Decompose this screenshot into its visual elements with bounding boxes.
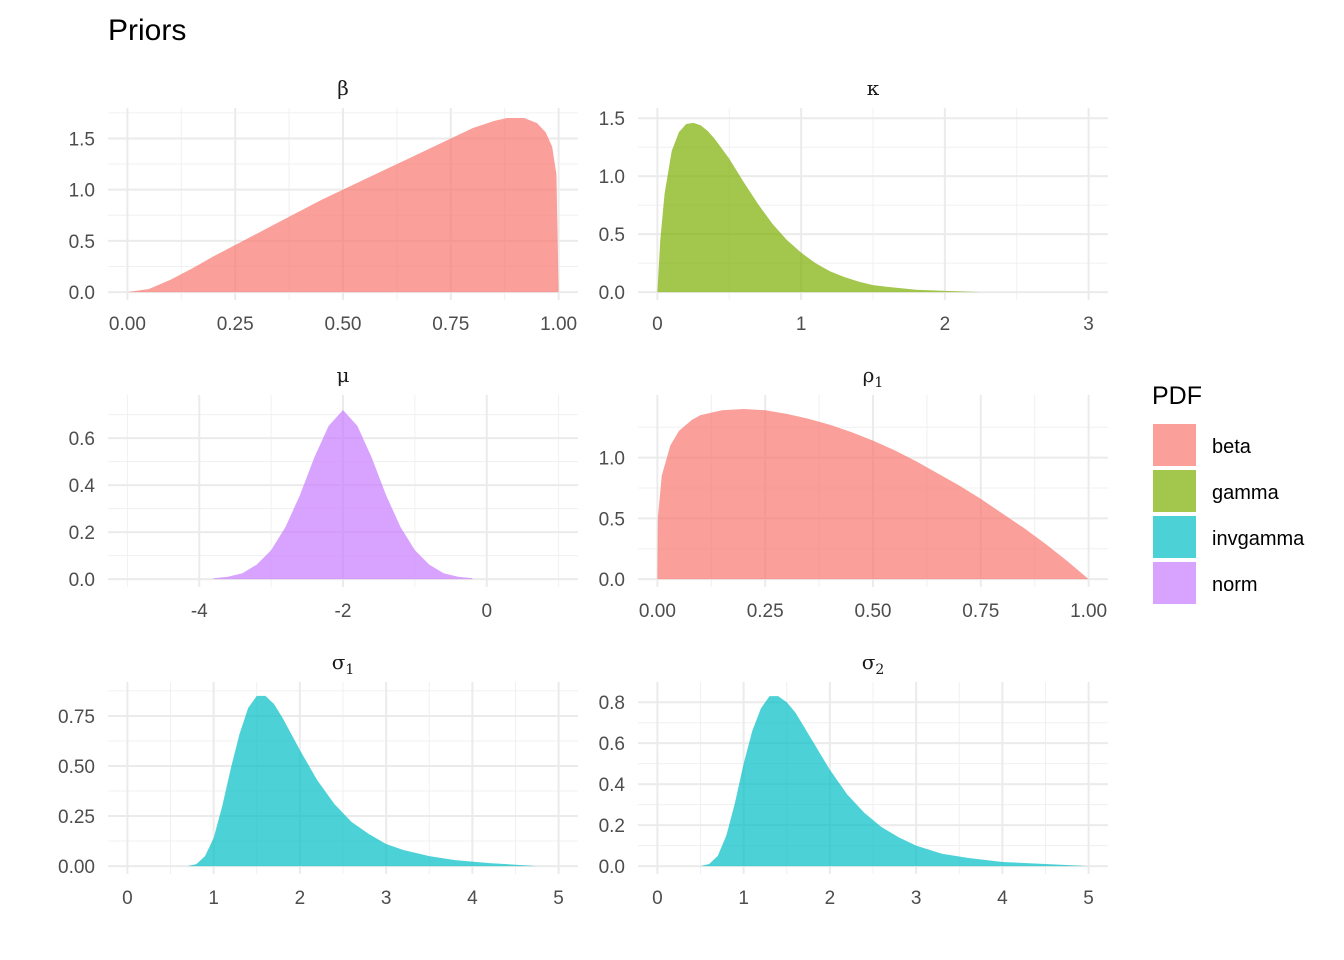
y-tick-label: 1.5 [599,109,625,130]
x-tick-label: 2 [825,888,836,909]
x-tick-label: 0.25 [217,314,254,335]
density-area-gamma [657,122,981,293]
x-tick-label: 4 [467,888,478,909]
panel-title: ρ1 [863,363,884,391]
panel-2: -4 -2 0 0.0 0.2 0.4 0.6 μ [69,363,578,622]
panel-0: 0.00 0.25 0.50 0.75 1.00 0.0 0.5 1.0 1.5 β [69,76,578,335]
y-tick-label: 0.75 [58,707,95,728]
density-area-beta [657,409,1089,580]
legend-key-gamma [1153,470,1196,512]
legend-label-norm: norm [1212,574,1258,596]
x-tick-label: 4 [997,888,1008,909]
panel-3: 0.00 0.25 0.50 0.75 1.00 0.0 0.5 1.0 ρ1 [599,363,1108,622]
x-tick-label: -2 [335,601,352,622]
x-tick-label: 3 [1083,314,1094,335]
y-tick-label: 0.4 [69,476,96,497]
y-tick-label: 0.5 [599,509,625,530]
chart-title: Priors [108,14,186,47]
x-tick-label: 0.75 [962,601,999,622]
x-tick-label: 0.00 [109,314,146,335]
x-tick-label: 5 [1083,888,1094,909]
x-tick-label: 0.75 [432,314,469,335]
x-tick-label: 0 [652,314,663,335]
y-tick-label: 0.5 [599,225,625,246]
density-area-invgamma [187,695,538,867]
y-tick-label: 0.0 [69,570,95,591]
y-tick-label: 1.0 [599,449,625,470]
facet-panels: 0.00 0.25 0.50 0.75 1.000.00.51.01.5β0 1 2 30.0… [58,76,1108,909]
legend-key-invgamma [1153,516,1196,558]
y-tick-label: 0.0 [69,283,95,304]
legend-key-norm [1153,562,1196,604]
panel-title: κ [867,76,880,100]
panel-title: β [337,76,349,100]
y-tick-label: 0.4 [599,775,626,796]
x-tick-label: 1 [208,888,219,909]
y-tick-label: 0.0 [599,857,625,878]
x-tick-label: 1.00 [1070,601,1107,622]
x-tick-label: 1 [796,314,807,335]
x-tick-label: 3 [381,888,392,909]
y-tick-label: 0.25 [58,807,95,828]
y-tick-label: 0.2 [599,816,625,837]
panel-title-subscript: 1 [345,662,354,678]
y-tick-label: 0.2 [69,523,95,544]
y-tick-label: 1.5 [69,129,95,150]
y-tick-label: 0.6 [599,734,625,755]
y-tick-label: 0.0 [599,283,625,304]
legend-label-beta: beta [1212,436,1252,458]
legend-title: PDF [1152,382,1202,410]
y-tick-label: 1.0 [599,167,625,188]
density-area-beta [127,117,559,293]
x-tick-label: -4 [191,601,208,622]
y-tick-label: 0.0 [599,570,625,591]
x-tick-label: 1.00 [540,314,577,335]
x-tick-label: 5 [553,888,564,909]
x-tick-label: 0 [481,601,492,622]
x-tick-label: 0 [652,888,663,909]
y-tick-label: 0.5 [69,232,95,253]
panel-title: σ1 [332,650,355,678]
legend-key-beta [1153,424,1196,466]
x-tick-label: 1 [738,888,749,909]
x-tick-label: 0 [122,888,133,909]
x-tick-label: 0.50 [325,314,362,335]
y-tick-label: 0.8 [599,693,625,714]
y-tick-label: 0.50 [58,757,95,778]
panel-1: 0 1 2 3 0.0 0.5 1.0 1.5 κ [599,76,1108,335]
y-tick-label: 0.00 [58,857,95,878]
y-tick-label: 1.0 [69,181,95,202]
panel-title-subscript: 1 [874,375,883,391]
panel-title: μ [337,363,350,387]
legend: PDF beta gamma invgamma norm [1152,382,1305,604]
panel-title: σ2 [862,650,885,678]
panel-5: 0 1 2 3 4 5 0.0 0.2 0.4 0.6 0.8 σ2 [599,650,1108,909]
panel-4: 0 1 2 3 4 5 0.00 0.25 0.50 0.75 σ1 [58,650,578,909]
panel-title-subscript: 2 [875,662,884,678]
legend-label-gamma: gamma [1212,482,1280,504]
y-tick-label: 0.6 [69,429,95,450]
x-tick-label: 3 [911,888,922,909]
density-area-invgamma [700,696,1089,867]
x-tick-label: 0.50 [855,601,892,622]
x-tick-label: 2 [940,314,951,335]
x-tick-label: 0.25 [747,601,784,622]
legend-label-invgamma: invgamma [1212,528,1305,550]
density-area-norm [213,409,473,580]
x-tick-label: 2 [295,888,306,909]
x-tick-label: 0.00 [639,601,676,622]
